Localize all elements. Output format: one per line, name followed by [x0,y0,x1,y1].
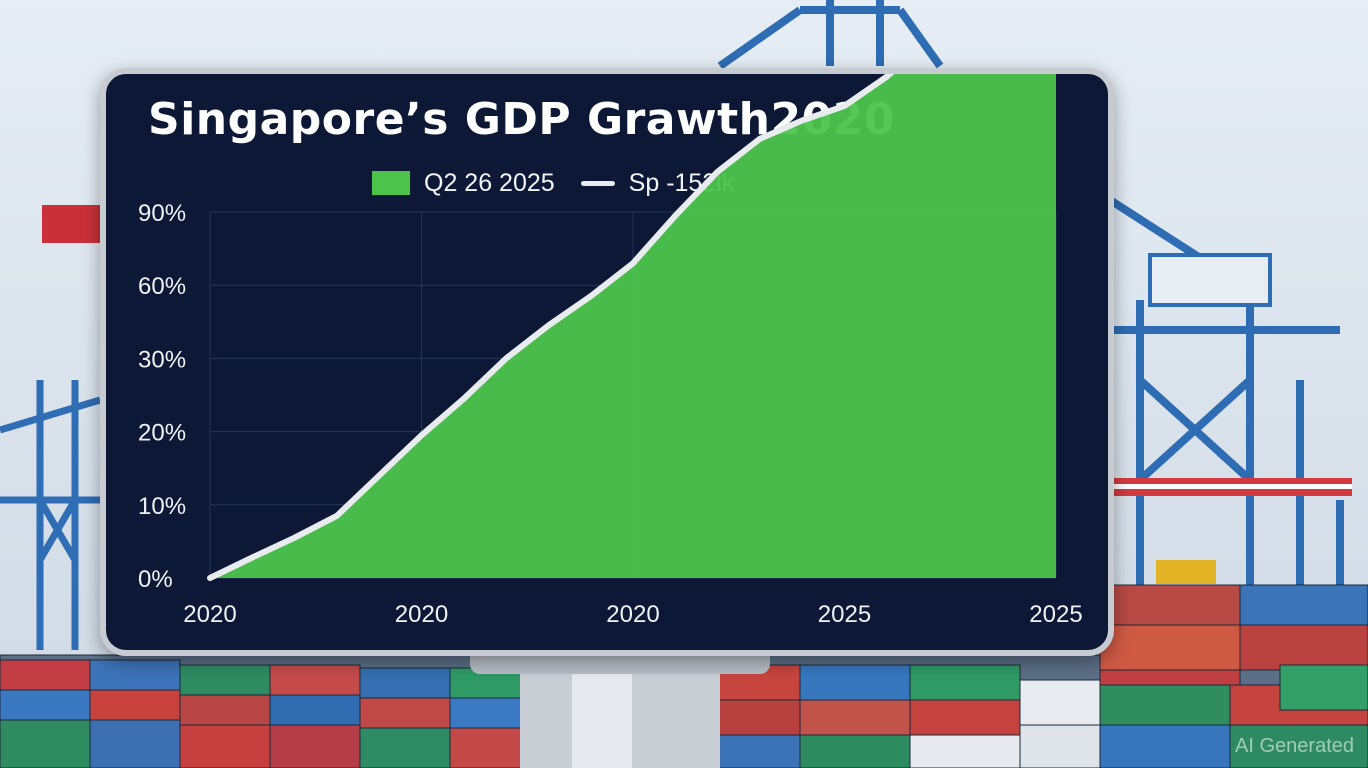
right-crane-house [1148,253,1272,307]
area-fill [210,74,1056,578]
series-line [207,74,895,581]
spreader [1156,560,1216,584]
x-tick-label: 2025 [818,601,871,628]
y-tick-label: 90% [138,200,186,227]
watermark: AI Generated [1235,735,1354,757]
left-crane-cabin [42,205,100,243]
legend-item-area: Q2 26 2025 [372,169,555,198]
top-crane [717,0,944,70]
y-tick-label: 10% [138,493,186,520]
y-tick-label: 0% [138,566,173,593]
right-crane [1107,196,1344,600]
legend-swatch-area [372,171,410,195]
legend-swatch-line [580,180,615,186]
x-tick-label: 2020 [183,601,236,628]
y-tick-label: 20% [138,420,186,447]
plot-area: 0% 10% 20% 30% 60% 90% 2020 2020 2020 2025 2025 [138,74,1083,628]
left-crane [0,380,102,650]
x-tick-label: 2020 [606,601,659,628]
chart-panel: Singapore’s GDP Grawth2020 Q2 26 2025 Sp… [100,68,1114,656]
legend-label-area: Q2 26 2025 [424,168,555,197]
container-stacks [0,584,1368,768]
y-tick-label: 30% [138,346,186,373]
x-tick-label: 2025 [1029,601,1082,628]
x-tick-label: 2020 [395,601,448,628]
y-tick-label: 60% [138,273,186,300]
right-crane-beam-stripe [1112,484,1352,489]
